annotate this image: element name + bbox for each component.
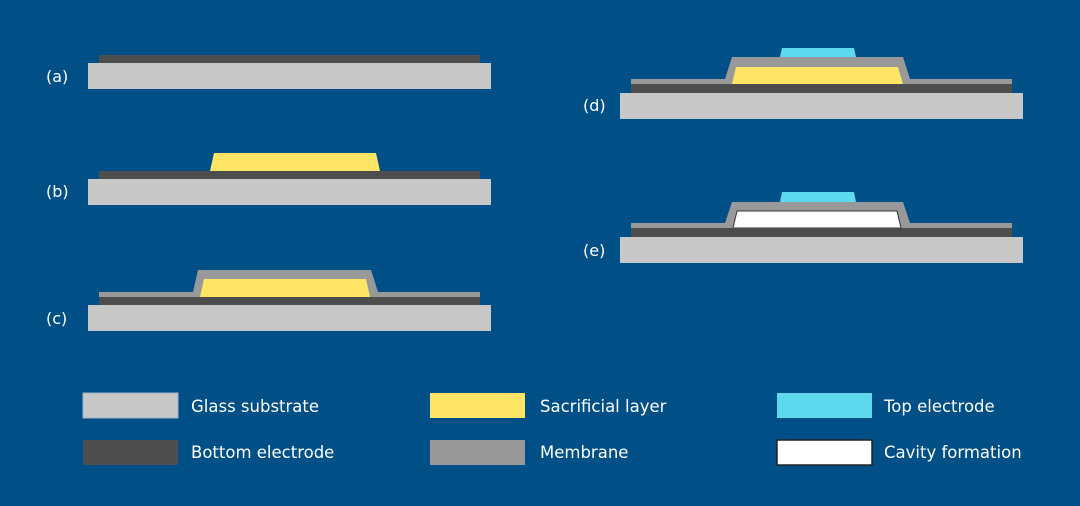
legend-label-sacrificial-layer: Sacrificial layer <box>540 397 667 416</box>
legend-swatch-glass-substrate <box>82 392 179 419</box>
top-electrode <box>780 48 856 57</box>
glass-substrate <box>620 237 1023 263</box>
step-a: (a) <box>46 55 491 89</box>
bottom-electrode <box>99 55 480 63</box>
legend-label-bottom-electrode: Bottom electrode <box>191 443 334 462</box>
top-electrode <box>780 192 856 202</box>
step-c: (c) <box>46 270 491 331</box>
bottom-electrode <box>99 171 480 179</box>
legend-label-cavity-formation: Cavity formation <box>884 443 1022 462</box>
legend-swatch-bottom-electrode <box>83 440 178 465</box>
sacrificial-layer <box>210 153 380 171</box>
legend-swatch-cavity-formation <box>776 439 873 466</box>
step-e-label: (e) <box>583 241 605 260</box>
legend-swatch-top-electrode <box>777 393 872 418</box>
legend-swatch-membrane <box>430 440 525 465</box>
glass-substrate <box>88 179 491 205</box>
step-a-label: (a) <box>46 67 68 86</box>
legend-label-membrane: Membrane <box>540 443 628 462</box>
bottom-electrode <box>99 297 480 305</box>
legend: Glass substrate Bottom electrode Sacrifi… <box>82 392 1022 466</box>
step-d-label: (d) <box>583 96 606 115</box>
bottom-electrode <box>631 228 1012 237</box>
legend-swatch-sacrificial-layer <box>430 393 525 418</box>
glass-substrate <box>620 93 1023 119</box>
step-d: (d) <box>583 48 1023 119</box>
glass-substrate <box>88 305 491 331</box>
bottom-electrode <box>631 84 1012 93</box>
step-b: (b) <box>46 153 491 205</box>
sacrificial-layer <box>200 279 370 297</box>
glass-substrate <box>88 63 491 89</box>
sacrificial-layer <box>732 67 903 84</box>
legend-label-glass-substrate: Glass substrate <box>191 397 319 416</box>
step-e: (e) <box>583 192 1023 263</box>
step-c-label: (c) <box>46 309 67 328</box>
step-b-label: (b) <box>46 182 69 201</box>
cavity <box>732 210 902 229</box>
legend-label-top-electrode: Top electrode <box>883 397 995 416</box>
